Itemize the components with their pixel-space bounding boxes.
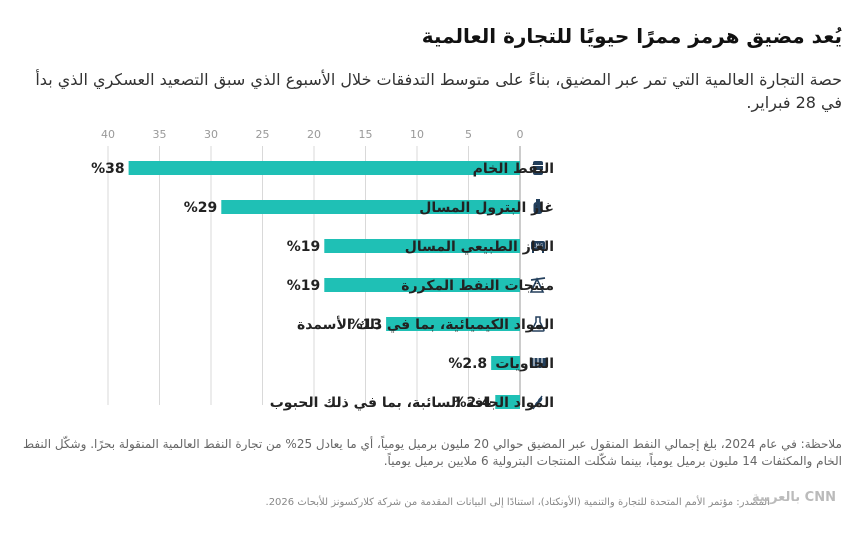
- x-tick-label: 35: [153, 128, 167, 141]
- bar: [324, 239, 520, 253]
- bar-value-label: %2.8: [448, 356, 487, 372]
- bar-value-label: %19: [287, 278, 321, 294]
- category-label: المواد الكيميائية، بما في ذلك الأسمدة: [297, 316, 554, 333]
- category-label: المواد الجافة السائبة، بما في ذلك الحبوب: [270, 395, 554, 411]
- gas-cylinder-icon: [533, 199, 543, 214]
- chart-title: يُعد مضيق هرمز ممرًا حيويًا للتجارة العا…: [421, 24, 842, 48]
- barrel-icon: [533, 161, 543, 175]
- cnn-arabic-logo: CNN بالعربية: [752, 490, 836, 505]
- x-tick-label: 5: [465, 128, 472, 141]
- x-tick-label: 30: [204, 128, 218, 141]
- bar-value-label: %38: [91, 161, 125, 177]
- x-tick-label: 15: [359, 128, 373, 141]
- bar-value-label: %13: [349, 317, 383, 333]
- bars-layer: [128, 161, 521, 409]
- bar: [491, 356, 520, 370]
- x-tick-label: 0: [517, 128, 524, 141]
- svg-text:LNG: LNG: [533, 244, 544, 250]
- grid-layer: [107, 146, 521, 405]
- bar-value-label: %2.4: [452, 395, 491, 411]
- lng-tank-icon: LNG: [531, 241, 545, 253]
- x-tick-label: 40: [101, 128, 115, 141]
- bar: [495, 395, 520, 409]
- category-label: النفط الخام: [473, 161, 554, 177]
- oil-pump-icon: [529, 277, 546, 293]
- bar-value-label: %19: [287, 239, 321, 255]
- labels-layer: 0 5 10 15 20 25 30 35 40 %38 النفط الخام %29 غاز الب…: [91, 128, 554, 411]
- bar: [128, 161, 520, 175]
- chart-note: ملاحظة: في عام 2024، بلغ إجمالي النفط ال…: [22, 437, 842, 468]
- category-label: منتجات النفط المكررة: [401, 278, 554, 294]
- chemical-flask-icon: [531, 316, 545, 332]
- bar: [221, 200, 521, 214]
- bar-chart: 0 5 10 15 20 25 30 35 40 %38 النفط الخام %29 غاز الب…: [91, 128, 554, 411]
- category-label: الحاويات: [495, 356, 554, 372]
- x-tick-label: 20: [307, 128, 321, 141]
- bar: [324, 278, 520, 292]
- chart-subtitle: حصة التجارة العالمية التي تمر عبر المضيق…: [35, 70, 842, 112]
- category-label: الغاز الطبيعي المسال: [405, 239, 554, 255]
- bar: [386, 317, 520, 331]
- bar-value-label: %29: [184, 200, 218, 216]
- chart-source: المصدر: مؤتمر الأمم المتحدة للتجارة والت…: [265, 497, 771, 508]
- category-label: غاز البترول المسال: [419, 200, 554, 216]
- x-tick-label: 10: [410, 128, 424, 141]
- grain-icon: [532, 395, 543, 410]
- container-icon: [530, 358, 546, 368]
- x-tick-label: 25: [256, 128, 270, 141]
